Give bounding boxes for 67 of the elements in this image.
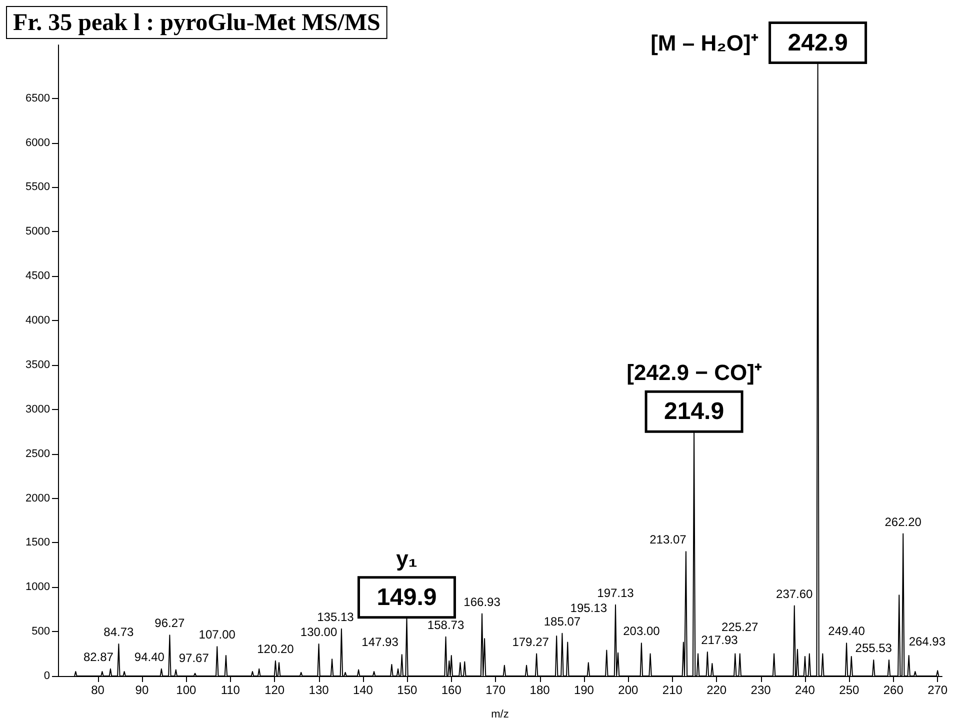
y-tick-label: 500 — [32, 626, 50, 638]
x-tick-label: 180 — [530, 683, 550, 697]
y-tick-label: 6500 — [26, 92, 50, 104]
annotation: 185.07 — [544, 614, 581, 628]
annotation: 203.00 — [623, 624, 660, 638]
annotation: 166.93 — [464, 594, 501, 609]
y-tick-label: 5500 — [26, 181, 50, 194]
annotation: 195.13 — [570, 601, 608, 616]
annotation: 149.9 — [376, 584, 437, 611]
x-tick-label: 230 — [750, 683, 772, 697]
x-axis-title: m/z — [491, 708, 509, 720]
y-tick-label: 5000 — [26, 226, 50, 238]
annotation: 179.27 — [512, 634, 550, 649]
annotation: 197.13 — [597, 586, 634, 600]
x-tick-label: 240 — [794, 683, 816, 697]
annotation: [242.9 − CO]⁺ — [626, 360, 762, 386]
x-tick-label: 120 — [264, 683, 285, 697]
y-tick-label: 2500 — [26, 448, 50, 460]
annotation: [M – H₂O]⁺ — [650, 30, 759, 56]
annotation: 262.20 — [884, 514, 922, 529]
x-tick-label: 150 — [397, 683, 418, 697]
annotation: 249.40 — [828, 624, 866, 638]
x-tick-label: 80 — [91, 683, 105, 697]
annotation: 158.73 — [427, 618, 464, 632]
annotation: 130.00 — [300, 625, 338, 640]
annotation: 217.93 — [701, 633, 738, 648]
x-tick-label: 130 — [308, 683, 330, 697]
annotation: 147.93 — [362, 634, 399, 649]
x-tick-label: 140 — [352, 683, 374, 697]
annotation: 107.00 — [198, 628, 236, 642]
y-tick-label: 1000 — [26, 581, 50, 594]
y-tick-label: 3000 — [26, 403, 50, 416]
annotation: 225.27 — [722, 620, 759, 634]
y-tick-label: 0 — [44, 670, 50, 682]
x-tick-label: 260 — [883, 683, 904, 697]
x-tick-label: 100 — [176, 683, 197, 697]
x-tick-label: 170 — [486, 683, 506, 697]
annotation: 255.53 — [855, 641, 892, 656]
annotation: 82.87 — [83, 650, 114, 664]
annotation: 135.13 — [317, 610, 354, 624]
y-tick-label: 1500 — [26, 536, 50, 549]
annotation: 264.93 — [908, 634, 946, 649]
y-tick-label: 6000 — [26, 136, 50, 149]
annotation: 214.9 — [664, 398, 724, 426]
annotation: 213.07 — [650, 532, 687, 547]
annotation: 237.60 — [776, 586, 814, 601]
x-tick-label: 110 — [220, 683, 240, 697]
annotation: 120.20 — [257, 642, 294, 656]
x-tick-label: 190 — [574, 683, 594, 697]
annotation: y₁ — [396, 546, 418, 571]
annotation: 94.40 — [134, 650, 165, 664]
y-tick-label: 4000 — [26, 314, 50, 327]
y-tick-label: 3500 — [26, 358, 50, 371]
x-tick-label: 160 — [441, 683, 462, 697]
y-tick-label: 4500 — [26, 270, 50, 282]
annotation: 84.73 — [104, 625, 134, 640]
y-tick-label: 2000 — [26, 492, 50, 504]
x-tick-label: 90 — [135, 683, 149, 697]
chart-title: Fr. 35 peak l : pyroGlu-Met MS/MS — [13, 10, 380, 36]
x-tick-label: 210 — [662, 683, 683, 697]
x-tick-label: 220 — [706, 683, 727, 697]
annotation: 97.67 — [178, 650, 210, 665]
x-tick-label: 250 — [839, 683, 860, 697]
x-tick-label: 270 — [928, 683, 948, 697]
x-tick-label: 200 — [618, 683, 639, 697]
annotation: 242.9 — [788, 29, 848, 56]
annotation: 96.27 — [154, 616, 186, 630]
